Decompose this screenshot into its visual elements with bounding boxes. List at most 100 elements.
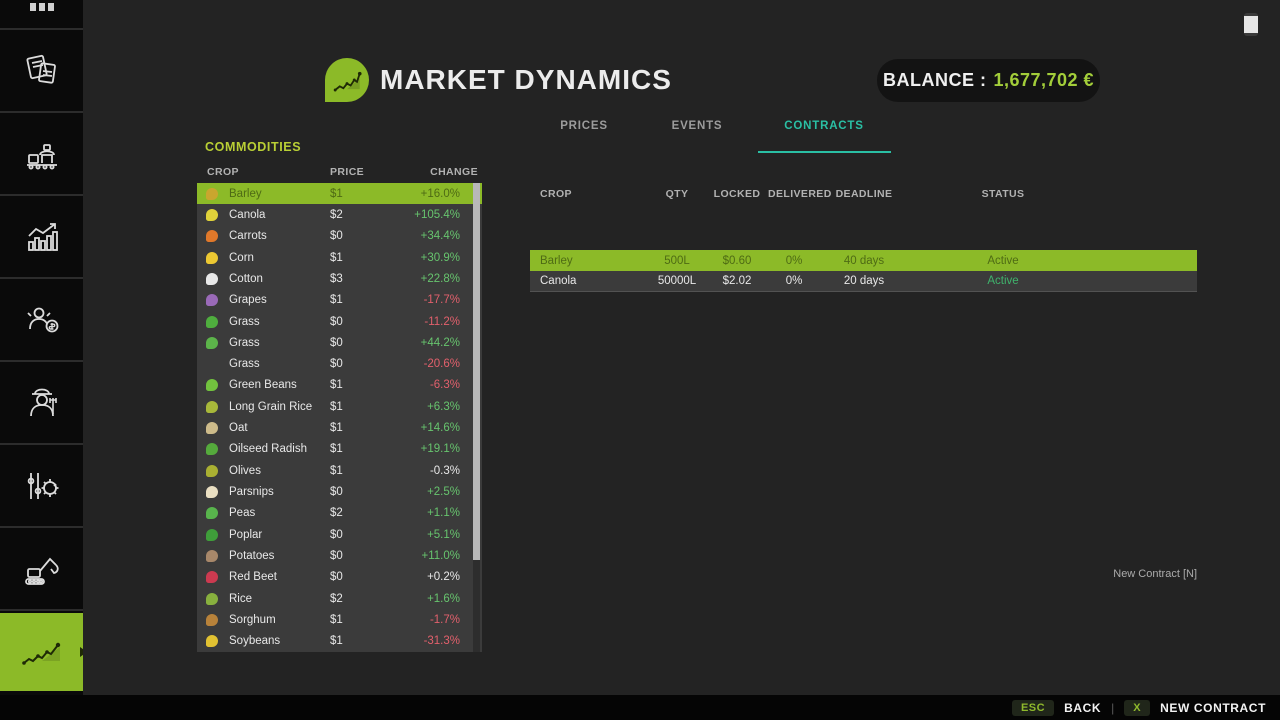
sidebar-item-top-partial[interactable] xyxy=(0,0,83,30)
commodity-row[interactable]: Corn $1 +30.9% xyxy=(197,247,482,268)
commodity-price: $1 xyxy=(330,422,343,435)
commodity-change: +0.2% xyxy=(427,571,460,584)
excavator-icon xyxy=(20,547,64,591)
x-key-badge[interactable]: X xyxy=(1124,699,1151,716)
sidebar-item-farmer[interactable] xyxy=(0,362,83,445)
crop-icon xyxy=(206,358,218,370)
commodity-row[interactable]: Rice $2 +1.6% xyxy=(197,588,482,609)
active-tab-bump xyxy=(67,631,83,673)
commodity-row[interactable]: Grass $0 +44.2% xyxy=(197,332,482,353)
col-price: PRICE xyxy=(330,166,365,178)
commodity-change: +11.0% xyxy=(421,549,460,562)
contract-row[interactable]: Canola 50000L $2.02 0% 20 days Active xyxy=(530,271,1197,292)
commodity-change: +22.8% xyxy=(420,272,460,285)
commodity-price: $2 xyxy=(330,592,343,605)
crop-icon xyxy=(206,486,218,499)
commodity-row[interactable]: Green Beans $1 -6.3% xyxy=(197,375,482,396)
commodity-change: +1.1% xyxy=(427,507,460,520)
commodity-change: -1.7% xyxy=(429,613,460,626)
sidebar-item-production[interactable] xyxy=(0,113,83,196)
contracts-header-row: CROP QTY LOCKED DELIVERED DEADLINE STATU… xyxy=(530,188,1197,200)
contract-locked-price: $2.02 xyxy=(722,275,752,287)
commodity-row[interactable]: Carrots $0 +34.4% xyxy=(197,226,482,247)
crop-icon xyxy=(206,379,218,392)
commodity-row[interactable]: Sorghum $1 -1.7% xyxy=(197,609,482,630)
commodity-row[interactable]: Red Beet $0 +0.2% xyxy=(197,567,482,588)
commodity-change: +30.9% xyxy=(420,251,460,264)
commodity-change: +44.2% xyxy=(420,336,460,349)
crop-icon xyxy=(206,613,218,626)
crop-icon xyxy=(206,635,218,648)
commodity-row[interactable]: Olives $1 -0.3% xyxy=(197,460,482,481)
commodity-price: $1 xyxy=(330,187,343,200)
commodity-name: Carrots xyxy=(229,230,267,243)
commodity-row[interactable]: Long Grain Rice $1 +6.3% xyxy=(197,396,482,417)
commodity-row[interactable]: Poplar $0 +5.1% xyxy=(197,524,482,545)
sidebar-item-finances[interactable] xyxy=(0,279,83,362)
commodity-price: $1 xyxy=(330,635,343,648)
crop-icon xyxy=(206,315,218,328)
sidebar-item-documents[interactable] xyxy=(0,30,83,113)
commodities-scrollbar-thumb[interactable] xyxy=(473,183,480,560)
commodity-row[interactable]: Oilseed Radish $1 +19.1% xyxy=(197,439,482,460)
commodity-name: Sorghum xyxy=(229,613,276,626)
contract-qty: 500L xyxy=(664,254,690,267)
crop-icon xyxy=(206,400,218,413)
col-status: STATUS xyxy=(981,188,1025,200)
commodity-row[interactable]: Potatoes $0 +11.0% xyxy=(197,545,482,566)
commodity-change: +34.4% xyxy=(420,230,460,243)
commodity-row[interactable]: Cotton $3 +22.8% xyxy=(197,268,482,289)
tab-events[interactable]: EVENTS xyxy=(671,120,723,132)
commodity-name: Oilseed Radish xyxy=(229,443,307,456)
tab-contracts[interactable]: CONTRACTS xyxy=(784,120,864,132)
crop-icon xyxy=(206,464,218,477)
commodity-row[interactable]: Grass $0 -20.6% xyxy=(197,354,482,375)
commodity-price: $1 xyxy=(330,443,343,456)
commodity-row[interactable]: Grass $0 -11.2% xyxy=(197,311,482,332)
new-contract-button[interactable]: NEW CONTRACT xyxy=(1160,700,1266,715)
commodity-price: $1 xyxy=(330,464,343,477)
new-contract-hint[interactable]: New Contract [N] xyxy=(1113,568,1197,580)
commodity-row[interactable]: Canola $2 +105.4% xyxy=(197,204,482,225)
sidebar xyxy=(0,0,83,720)
commodity-change: +16.0% xyxy=(420,187,460,200)
commodity-price: $0 xyxy=(330,230,343,243)
commodity-name: Soybeans xyxy=(229,635,281,648)
balance-display: BALANCE : 1,677,702 € xyxy=(877,59,1100,102)
documents-icon xyxy=(21,50,63,92)
sidebar-item-market-dynamics[interactable] xyxy=(0,613,83,691)
commodity-row[interactable]: Oat $1 +14.6% xyxy=(197,417,482,438)
sidebar-item-construction[interactable] xyxy=(0,528,83,611)
crop-icon xyxy=(206,251,218,264)
esc-key-badge[interactable]: ESC xyxy=(1011,699,1055,716)
commodity-price: $0 xyxy=(330,315,343,328)
commodity-row[interactable]: Grapes $1 -17.7% xyxy=(197,290,482,311)
commodity-row[interactable]: Peas $2 +1.1% xyxy=(197,503,482,524)
commodity-name: Rice xyxy=(229,592,253,605)
balance-label: BALANCE : xyxy=(882,70,987,90)
contract-crop: Canola xyxy=(540,275,577,287)
commodity-name: Green Beans xyxy=(229,379,297,392)
commodity-name: Grass xyxy=(229,358,260,371)
commodity-row[interactable]: Parsnips $0 +2.5% xyxy=(197,481,482,502)
sidebar-item-settings[interactable] xyxy=(0,445,83,528)
sidebar-item-statistics[interactable] xyxy=(0,196,83,279)
back-button[interactable]: BACK xyxy=(1064,700,1102,715)
commodity-row[interactable]: Barley $1 +16.0% xyxy=(197,183,482,205)
commodity-name: Cotton xyxy=(229,272,263,285)
commodity-change: +1.6% xyxy=(427,592,460,605)
commodity-price: $1 xyxy=(330,379,343,392)
commodity-name: Potatoes xyxy=(229,549,275,562)
partial-icon xyxy=(29,3,54,11)
crop-icon xyxy=(206,592,218,605)
crop-icon xyxy=(206,272,218,285)
commodity-price: $3 xyxy=(330,272,343,285)
commodity-change: -31.3% xyxy=(423,635,460,648)
commodity-name: Oat xyxy=(229,422,248,435)
commodity-name: Corn xyxy=(229,251,254,264)
commodity-row[interactable]: Soybeans $1 -31.3% xyxy=(197,631,482,652)
tab-prices[interactable]: PRICES xyxy=(560,120,608,132)
active-tab-underline xyxy=(758,151,891,153)
contract-row[interactable]: Barley 500L $0.60 0% 40 days Active xyxy=(530,250,1197,271)
active-tab-arrow-icon xyxy=(80,647,83,657)
